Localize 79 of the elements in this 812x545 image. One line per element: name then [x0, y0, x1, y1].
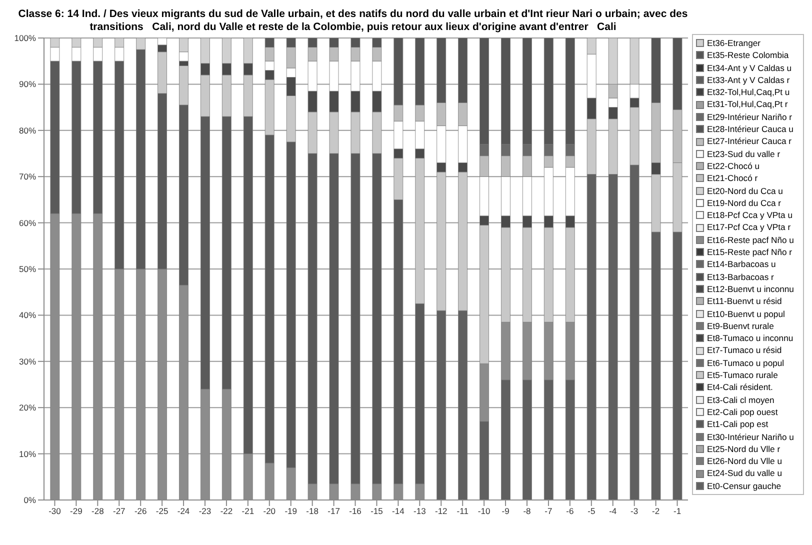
legend-label: Et17-Pcf Cca y VPta r — [707, 221, 791, 234]
legend-label: Et24-Sud du valle u — [707, 467, 782, 480]
legend-label: Et28-Intérieur Cauca u — [707, 123, 794, 136]
x-tick-label: -16 — [349, 506, 362, 516]
x-tick-label: -13 — [414, 506, 426, 516]
y-tick-label: 90% — [18, 79, 36, 90]
x-tick-label: -9 — [502, 506, 510, 516]
x-tick-label: -24 — [177, 506, 190, 516]
x-tick-label: -29 — [70, 506, 83, 516]
x-tick-label: -3 — [630, 506, 638, 516]
y-tick-label: 100% — [14, 33, 36, 44]
x-tick-label: -4 — [609, 506, 617, 516]
legend-label: Et20-Nord du Cca u — [707, 184, 783, 197]
y-tick-label: 20% — [18, 402, 36, 413]
legend-label: Et9-Buenvt rurale — [707, 320, 774, 332]
y-tick-label: 70% — [18, 172, 36, 182]
legend-label: Et19-Nord du Cca r — [707, 196, 782, 210]
legend-label: Et34-Ant y V Caldas u — [707, 62, 792, 74]
x-tick-label: -26 — [134, 506, 148, 516]
legend-label: Et1-Cali pop est — [707, 418, 768, 430]
legend-label: Et29-Intérieur Nariño r — [707, 110, 792, 124]
legend-label: Et7-Tumaco u résid — [707, 344, 782, 357]
legend-label: Et22-Chocó u — [707, 160, 760, 172]
y-tick-label: 60% — [18, 218, 36, 228]
legend-label: Et15-Reste pacf Nño r — [707, 246, 792, 258]
y-tick-label: 0% — [24, 495, 36, 506]
x-tick-label: -21 — [242, 506, 254, 516]
x-tick-label: -7 — [544, 506, 553, 516]
legend-label: Et31-Tol,Hul,Caq,Pt r — [707, 98, 788, 111]
legend-label: Et0-Censur gauche — [707, 480, 782, 492]
x-tick-label: -1 — [673, 506, 682, 516]
legend-label: Et12-Buenvt u inconnu — [707, 282, 794, 296]
legend-label: Et4-Cali résident. — [707, 381, 773, 394]
x-tick-label: -2 — [652, 506, 660, 516]
y-tick-label: 50% — [18, 264, 36, 274]
legend-label: Et10-Buenvt u popul — [707, 308, 785, 320]
x-tick-label: -10 — [478, 506, 490, 516]
y-tick-label: 80% — [18, 125, 36, 136]
legend-label: Et2-Cali pop ouest — [707, 406, 778, 418]
x-tick-label: -11 — [456, 506, 469, 516]
x-tick-label: -15 — [370, 506, 384, 516]
legend-label: Et14-Barbacoas u — [707, 258, 776, 271]
chart-title: Classe 6: 14 Ind. / Des vieux migrants du sud de Valle urbain, et des natifs du nord du valle urbain et d'Int rieur Nari o urbain; avec des transitions Cali, nord du Valle et reste de la Colombie, puis retour aux lieux d'origine avant d'entrer Cali — [17, 8, 689, 34]
legend-label: Et16-Reste pacf Nño u — [707, 234, 794, 246]
legend-label: Et13-Barbacoas r — [707, 270, 774, 283]
legend-label: Et11-Buenvt u résid — [707, 295, 782, 308]
legend-label: Et6-Tumaco u popul — [707, 356, 784, 370]
x-tick-label: -22 — [220, 506, 233, 516]
legend-label: Et35-Reste Colombia — [707, 49, 789, 62]
y-tick-label: 40% — [18, 310, 36, 320]
x-tick-label: -20 — [263, 506, 276, 516]
y-tick-label: 10% — [18, 448, 36, 459]
legend-label: Et5-Tumaco rurale — [707, 369, 778, 382]
legend-label: Et8-Tumaco u inconnu — [707, 332, 794, 344]
x-tick-label: -8 — [523, 506, 532, 516]
legend-label: Et32-Tol,Hul,Caq,Pt u — [707, 86, 790, 98]
x-tick-label: -12 — [434, 506, 448, 516]
x-tick-label: -14 — [392, 506, 405, 516]
y-tick-label: 30% — [18, 356, 36, 366]
legend-label: Et18-Pcf Cca y VPta u — [707, 209, 792, 222]
legend-label: Et36-Etranger — [707, 37, 761, 50]
x-tick-label: -5 — [588, 506, 596, 516]
legend-label: Et3-Cali cl moyen — [707, 394, 774, 406]
x-tick-label: -30 — [48, 506, 62, 516]
x-tick-label: -23 — [198, 506, 212, 516]
legend-label: Et26-Nord du Vlle u — [707, 455, 782, 468]
legend-label: Et25-Nord du Vlle r — [707, 442, 780, 456]
legend-label: Et21-Chocó r — [707, 172, 758, 185]
x-tick-label: -19 — [284, 506, 298, 516]
x-tick-label: -28 — [92, 506, 104, 516]
x-tick-label: -27 — [112, 506, 126, 516]
legend-label: Et23-Sud du valle r — [707, 148, 780, 160]
legend-label: Et33-Ant y V Caldas r — [707, 74, 790, 86]
x-tick-label: -17 — [328, 506, 340, 516]
legend-label: Et30-Intérieur Nariño u — [707, 430, 794, 443]
legend-label: Et27-Intérieur Cauca r — [707, 135, 792, 148]
x-tick-label: -6 — [566, 506, 574, 516]
x-tick-label: -18 — [306, 506, 319, 516]
x-tick-label: -25 — [156, 506, 168, 516]
